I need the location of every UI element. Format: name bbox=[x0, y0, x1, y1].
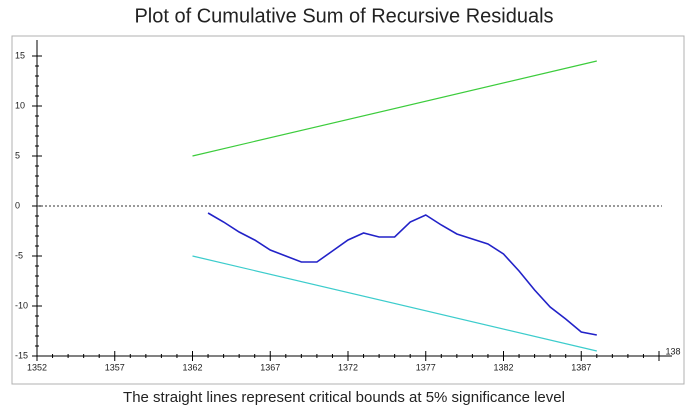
x-tick-label: 1382 bbox=[493, 362, 513, 372]
caption: The straight lines represent critical bo… bbox=[123, 389, 565, 406]
x-tick-label: 1367 bbox=[260, 362, 280, 372]
x-tick-label: 138 bbox=[665, 346, 680, 356]
x-tick-label: 1362 bbox=[182, 362, 202, 372]
x-tick-label: 1357 bbox=[105, 362, 125, 372]
y-tick-label: 0 bbox=[15, 200, 20, 210]
series-line bbox=[192, 60, 597, 157]
plot-frame bbox=[11, 35, 685, 385]
x-tick-label: 1377 bbox=[416, 362, 436, 372]
y-tick-label: 10 bbox=[15, 100, 25, 110]
y-tick-label: -10 bbox=[15, 300, 28, 310]
y-tick-label: -5 bbox=[15, 250, 23, 260]
y-tick-label: 15 bbox=[15, 50, 25, 60]
x-tick-label: 1352 bbox=[27, 362, 47, 372]
y-tick-label: 5 bbox=[15, 150, 20, 160]
chart-title: Plot of Cumulative Sum of Recursive Resi… bbox=[134, 5, 553, 27]
x-tick-label: 1387 bbox=[571, 362, 591, 372]
y-tick-label: -15 bbox=[15, 350, 28, 360]
series-line bbox=[207, 212, 597, 336]
series-line bbox=[192, 255, 597, 352]
x-tick-label: 1372 bbox=[338, 362, 358, 372]
